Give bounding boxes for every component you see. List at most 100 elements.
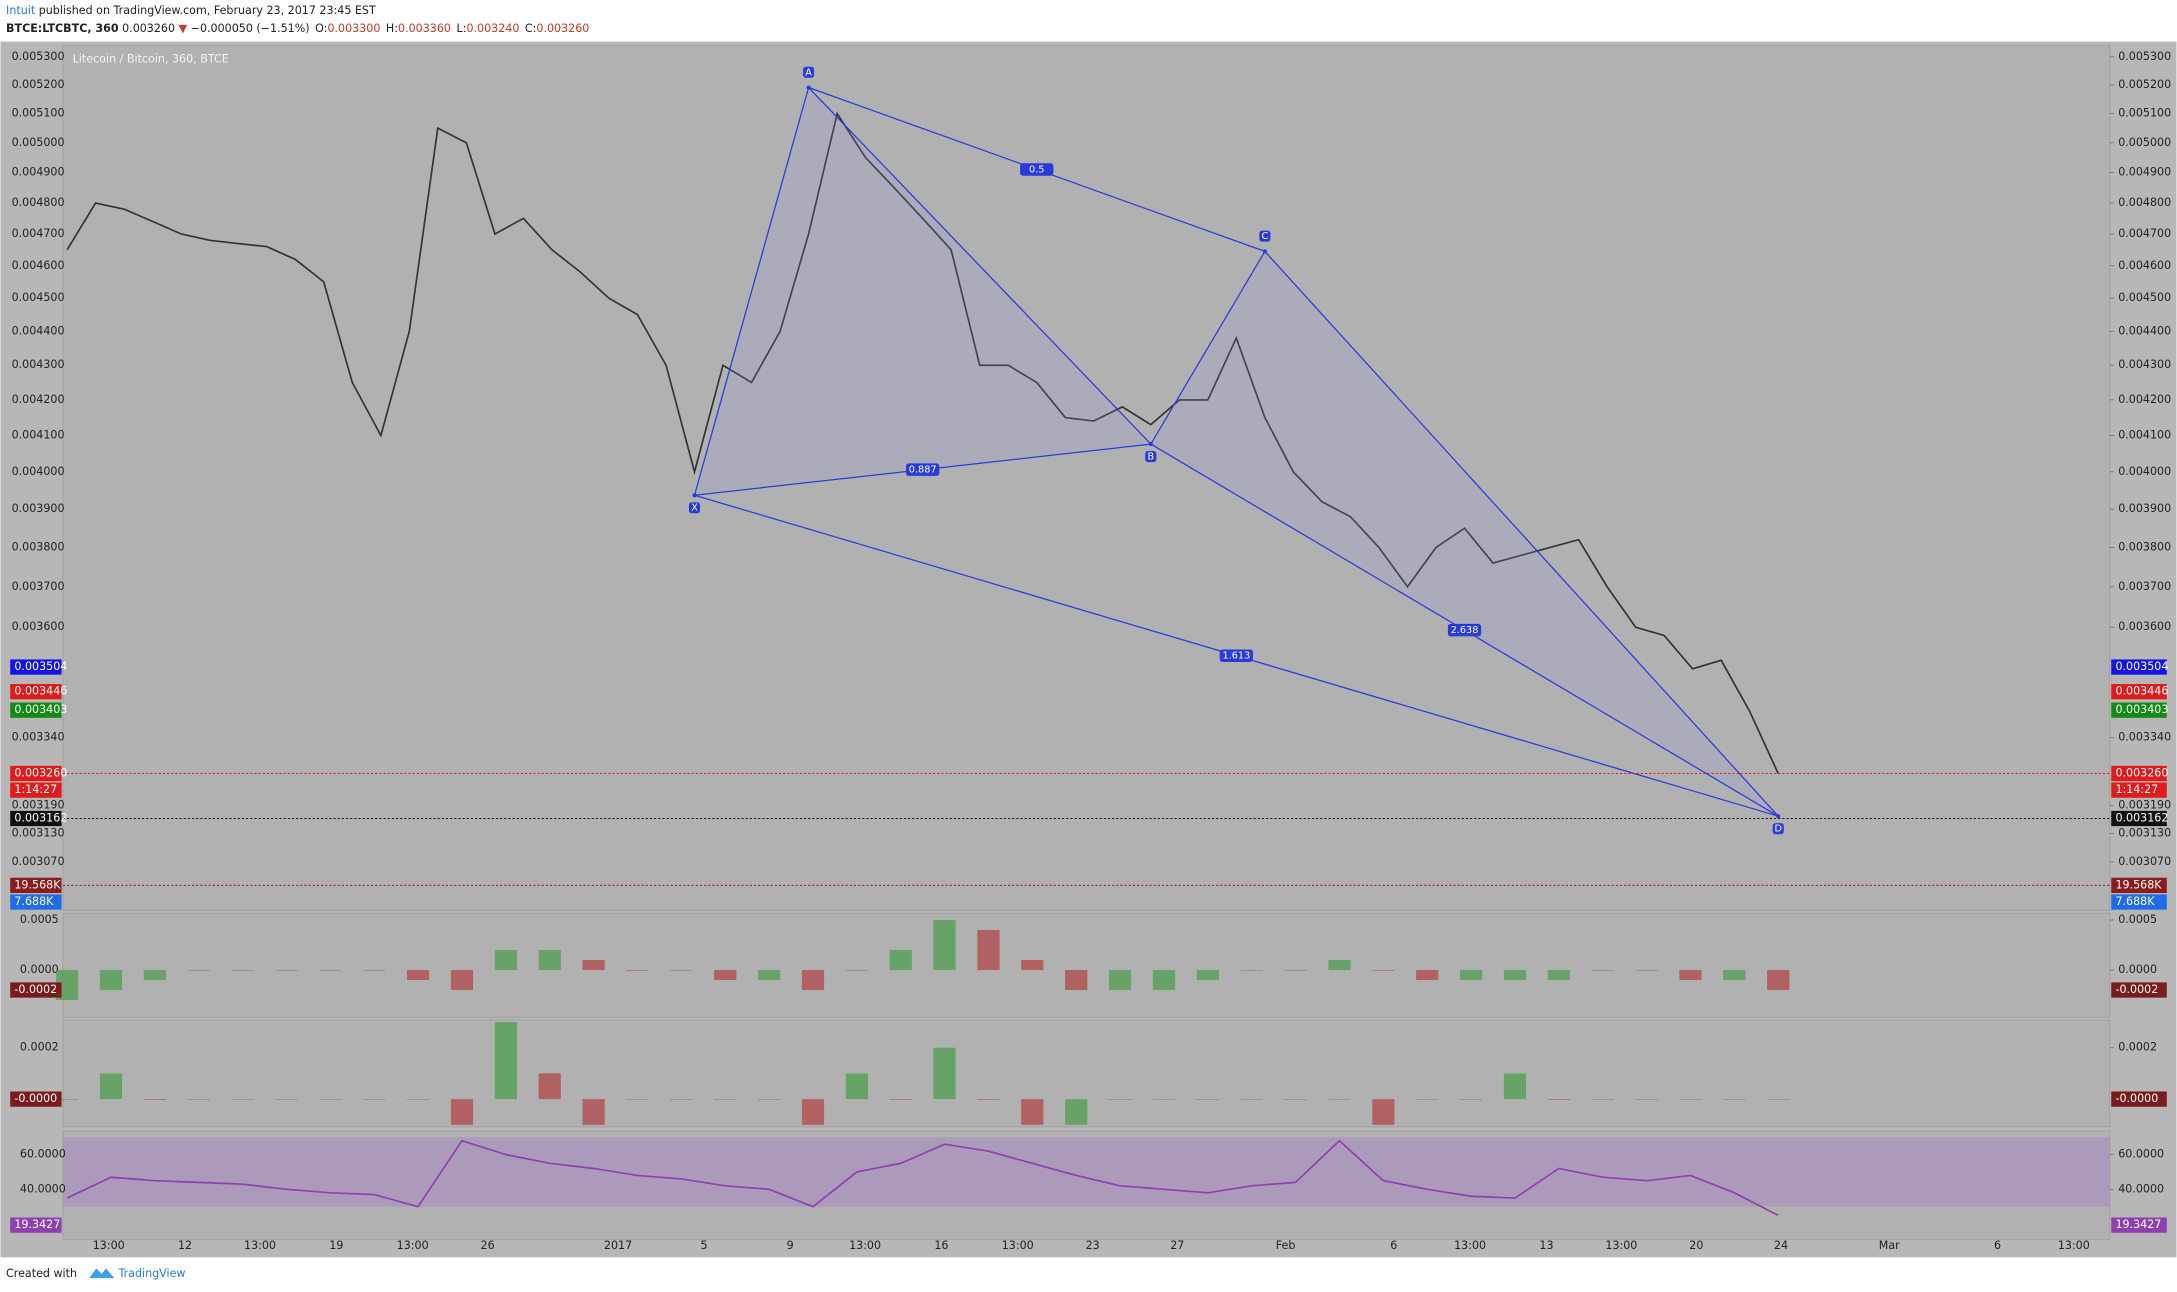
pattern-point	[806, 85, 811, 90]
volume-badge	[10, 877, 62, 894]
y-tick-label: 0.004100	[12, 428, 65, 441]
price-badge	[10, 702, 62, 718]
last-badge	[10, 1091, 62, 1107]
y-tick-label: 0.005200	[2118, 78, 2171, 91]
arrow: ▼	[179, 22, 188, 35]
histogram-bar	[231, 970, 254, 971]
ratio-label: 1.613	[1222, 651, 1250, 662]
y-tick-label: 0.004400	[12, 324, 65, 337]
price-badge	[10, 684, 62, 700]
y-tick-label: 0.003600	[2118, 620, 2171, 633]
histogram-bar	[933, 1047, 956, 1100]
histogram-bar	[1152, 1099, 1176, 1100]
histogram-bar	[1240, 1099, 1263, 1100]
y-tick-label: 0.005100	[12, 107, 65, 120]
y-tick-label: 0.0000	[2118, 963, 2157, 976]
pattern-point	[1776, 814, 1781, 819]
y-tick-label: 0.005300	[12, 50, 65, 63]
price-badge-label: 0.003446	[14, 685, 67, 698]
histogram-bar	[494, 950, 517, 971]
y-tick-label: 0.003800	[12, 540, 65, 553]
histogram-bar	[1196, 1099, 1219, 1100]
x-tick-label: 13:00	[397, 1239, 429, 1252]
x-tick-label: 6	[1390, 1239, 1397, 1252]
ratio-label: 0.887	[909, 465, 937, 476]
histogram-bar	[1503, 1073, 1527, 1100]
histogram-bar	[407, 1099, 430, 1100]
histogram-bar	[56, 1099, 79, 1100]
indicator-pane	[62, 912, 2111, 1018]
ratio-badge	[906, 463, 940, 476]
symbol-line: BTCE:LTCBTC, 360 0.003260 ▼ −0.000050 (−…	[6, 22, 589, 35]
y-tick-label: 0.004300	[2118, 358, 2171, 371]
point-badge	[1259, 230, 1271, 242]
brand[interactable]: TradingView	[117, 1267, 185, 1280]
y-tick-label: 0.004200	[2118, 393, 2171, 406]
last-label: 19.3427	[14, 1218, 60, 1231]
created: Created with	[6, 1267, 77, 1280]
histogram-bar	[801, 1099, 825, 1125]
histogram-bar	[1328, 1099, 1351, 1100]
last-label: -0.0000	[14, 1092, 57, 1105]
histogram-bar	[187, 970, 210, 971]
x-tick-label: 26	[481, 1239, 495, 1252]
histogram-bar	[231, 1099, 254, 1100]
volume-badge	[2111, 894, 2167, 910]
point-label: C	[1261, 231, 1268, 242]
y-tick-label: 0.004100	[2118, 428, 2171, 441]
histogram-bar	[670, 1099, 693, 1100]
histogram-bar	[758, 1099, 781, 1100]
histogram-bar	[99, 970, 123, 991]
y-tick-label: 0.004500	[12, 291, 65, 304]
x-tick-label: 13:00	[93, 1239, 125, 1252]
volume-label: 19.568K	[14, 878, 61, 891]
point-label: X	[691, 503, 698, 514]
pattern-fill	[1150, 251, 1779, 817]
header-line: Intuit published on TradingView.com, Feb…	[6, 4, 376, 17]
y-tick-label: 0.004900	[12, 166, 65, 179]
price-badge	[2111, 659, 2167, 675]
y-tick-label: 0.005300	[2118, 50, 2171, 63]
pattern-leg	[1264, 250, 1779, 817]
y-tick-label: 0.003900	[12, 502, 65, 515]
last-label: -0.0000	[2115, 1092, 2158, 1105]
y-tick-label: 0.003340	[2118, 731, 2171, 744]
histogram-bar	[670, 970, 693, 971]
histogram-bar	[758, 970, 781, 981]
y-tick-label: 0.003070	[12, 855, 65, 868]
pattern-point	[1262, 249, 1267, 254]
countdown-badge	[10, 782, 62, 798]
histogram-bar	[1372, 1099, 1395, 1125]
countdown-badge	[2111, 782, 2167, 798]
histogram-bar	[1328, 960, 1351, 971]
histogram-bar	[889, 1099, 912, 1100]
histogram-bar	[538, 1073, 561, 1100]
y-tick-label: 0.004700	[12, 227, 65, 240]
histogram-bar	[1635, 970, 1658, 971]
y-tick-label: 0.0002	[2118, 1041, 2157, 1054]
countdown: 1:14:27	[14, 783, 57, 796]
y-tick-label: 0.0005	[2118, 913, 2157, 926]
price-badge-label: 0.003504	[14, 660, 67, 673]
price-badge	[2111, 765, 2167, 782]
y-tick-label: 60.0000	[20, 1148, 66, 1161]
ratio-badge	[1020, 163, 1054, 176]
histogram-bar	[1021, 1099, 1044, 1125]
ratio-badge	[1447, 623, 1482, 637]
price-badge-label: 0.003260	[2115, 766, 2168, 779]
histogram-bar	[99, 1073, 123, 1100]
last-label: -0.0002	[2115, 983, 2158, 996]
last-badge	[2111, 1217, 2167, 1233]
author[interactable]: Intuit	[6, 4, 36, 17]
x-tick-label: Mar	[1879, 1239, 1900, 1252]
y-tick-label: 0.004700	[2118, 227, 2171, 240]
histogram-bar	[1416, 970, 1439, 981]
last-badge	[10, 1217, 62, 1233]
histogram-bar	[1635, 1099, 1658, 1100]
y-tick-label: 0.003800	[2118, 540, 2171, 553]
footer: Created with	[6, 1267, 77, 1280]
y-tick-label: 0.0002	[20, 1041, 59, 1054]
ohlc-key: O:	[315, 22, 327, 35]
ohlc-value: 0.003360	[398, 22, 451, 35]
x-tick-label: 20	[1689, 1239, 1703, 1252]
